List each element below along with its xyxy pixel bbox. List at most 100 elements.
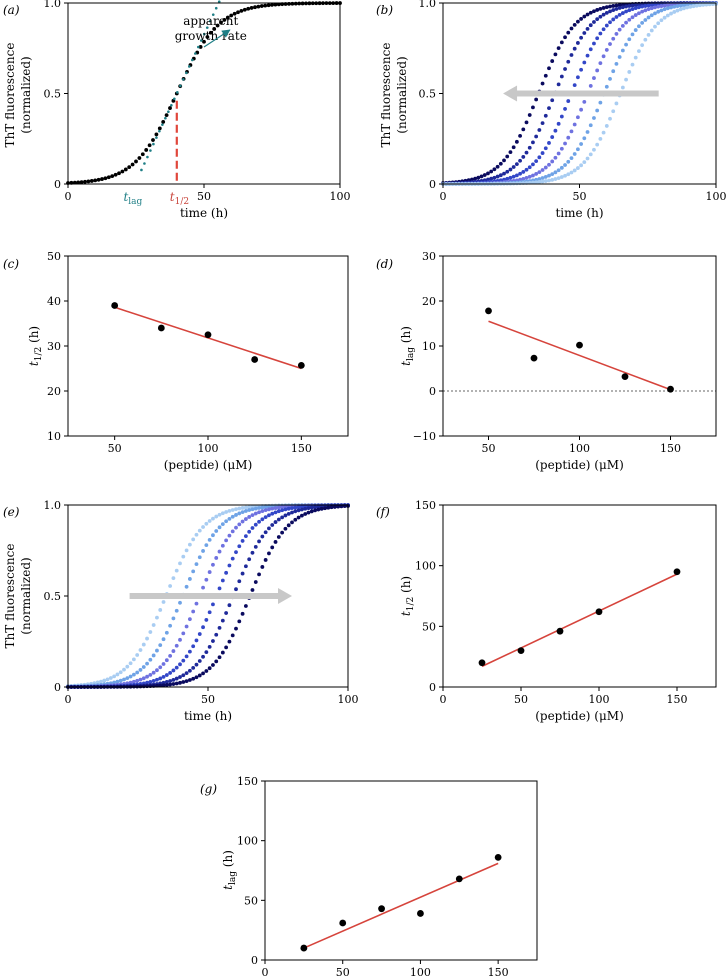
data-point xyxy=(211,663,215,667)
data-point xyxy=(247,529,252,534)
y-axis-label-line1: ThT fluorescence xyxy=(3,544,17,649)
data-point xyxy=(141,665,146,669)
data-point xyxy=(135,653,140,657)
tangent-dot xyxy=(155,136,158,139)
data-point xyxy=(224,519,229,524)
data-point xyxy=(250,588,255,592)
data-point xyxy=(158,665,163,670)
data-point xyxy=(214,514,219,519)
data-point xyxy=(151,138,155,142)
data-point xyxy=(161,683,166,688)
data-point xyxy=(550,172,555,177)
data-point xyxy=(204,650,209,654)
tangent-dot xyxy=(188,65,191,68)
data-point xyxy=(229,13,234,18)
data-point xyxy=(211,533,215,538)
data-point xyxy=(283,507,288,512)
plot-frame xyxy=(442,504,717,688)
data-point xyxy=(184,548,189,553)
data-point xyxy=(161,600,166,604)
data-point xyxy=(230,514,235,519)
t-half-main: t xyxy=(170,190,175,204)
data-point xyxy=(479,174,484,179)
data-point xyxy=(138,677,143,682)
data-point xyxy=(630,32,635,37)
data-point xyxy=(659,4,664,8)
data-point xyxy=(598,31,603,36)
data-point xyxy=(138,684,143,689)
data-point xyxy=(579,107,584,112)
data-point xyxy=(260,517,265,522)
data-point xyxy=(517,647,525,654)
data-point xyxy=(665,6,670,11)
data-point xyxy=(220,511,225,516)
data-point xyxy=(617,6,622,10)
data-point xyxy=(290,1,295,6)
data-point xyxy=(531,162,535,167)
data-point xyxy=(646,3,651,8)
y-axis-label: ThT fluorescence (normalized) xyxy=(379,43,409,148)
data-point xyxy=(547,66,551,71)
data-point xyxy=(151,679,156,683)
data-point xyxy=(601,130,606,135)
data-point xyxy=(127,165,132,170)
data-point xyxy=(649,3,654,8)
data-point xyxy=(164,680,169,684)
data-point xyxy=(141,684,146,689)
data-point xyxy=(290,510,294,515)
label-sub: 1/2 xyxy=(406,597,416,611)
data-point xyxy=(184,654,189,659)
data-point xyxy=(608,4,612,9)
data-point xyxy=(178,637,182,642)
data-point xyxy=(141,676,146,681)
shift-arrow-head xyxy=(278,588,292,604)
data-point xyxy=(498,161,503,166)
y-tick-label: 100 xyxy=(237,835,258,848)
fit-line xyxy=(481,573,678,668)
y-tick-label: 0 xyxy=(429,681,436,694)
x-tick-label: 100 xyxy=(198,442,219,455)
data-point xyxy=(540,179,545,184)
panel-label: (g) xyxy=(200,782,217,796)
data-point xyxy=(123,167,128,172)
data-point xyxy=(202,39,206,44)
data-point xyxy=(505,154,510,159)
data-point xyxy=(217,512,222,517)
data-point xyxy=(656,9,661,14)
data-point xyxy=(617,12,622,17)
tangent-dot xyxy=(140,168,143,172)
data-point xyxy=(604,5,609,10)
data-point xyxy=(253,5,257,10)
data-point xyxy=(112,674,117,679)
data-point xyxy=(300,944,308,952)
y-axis-label-line2: (normalized) xyxy=(19,56,33,133)
data-point xyxy=(611,36,616,41)
data-point xyxy=(171,668,176,673)
data-point xyxy=(260,509,265,513)
tangent-dot xyxy=(179,84,182,88)
data-point xyxy=(110,174,115,179)
data-point xyxy=(527,113,532,117)
data-point xyxy=(455,875,463,883)
data-point xyxy=(543,146,548,151)
data-point xyxy=(685,5,689,10)
data-point xyxy=(547,173,551,178)
data-point xyxy=(145,684,149,689)
data-point xyxy=(575,166,580,170)
data-point xyxy=(669,2,673,7)
data-point xyxy=(579,67,584,72)
data-point xyxy=(316,507,321,512)
data-point xyxy=(171,576,176,581)
data-point xyxy=(230,508,235,512)
data-point xyxy=(273,510,278,515)
data-point xyxy=(630,62,635,67)
data-point xyxy=(217,586,222,591)
data-point xyxy=(247,557,252,562)
y-tick-label: 100 xyxy=(415,560,436,573)
data-point xyxy=(93,178,98,183)
data-point xyxy=(640,4,645,9)
panel-label: (c) xyxy=(3,257,19,271)
data-point xyxy=(168,623,173,628)
